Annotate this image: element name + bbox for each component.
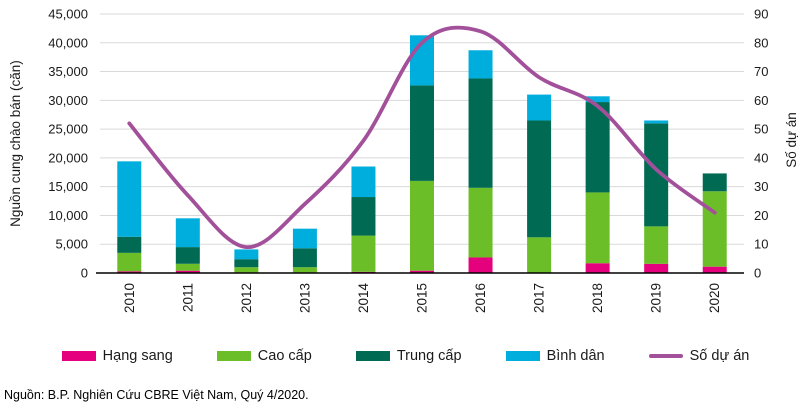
right-axis-tick: 80 (754, 35, 768, 50)
right-axis-tick: 70 (754, 64, 768, 79)
left-axis-tick: 10,000 (48, 208, 88, 223)
right-axis-tick: 10 (754, 237, 768, 252)
bar-segment-2010-hang-sang (117, 271, 142, 273)
x-tick-2014: 2014 (356, 283, 371, 314)
bar-segment-2019-cao-cap (644, 226, 669, 264)
chart-plot-area: 0 5,000 10,000 15,000 20,000 25,000 30,000 35,0… (8, 7, 799, 314)
right-axis-tick: 50 (754, 122, 768, 137)
bar-segment-2018-trung-cap (585, 102, 610, 193)
right-axis-tick: 0 (754, 266, 761, 281)
bar-segment-2012-trung-cap (234, 259, 259, 268)
right-axis-tick: 30 (754, 179, 768, 194)
bar-segment-2012-binh-dan (234, 249, 259, 260)
legend-label-trung-cap: Trung cấp (396, 347, 462, 364)
bar-segment-2018-binh-dan (585, 96, 610, 103)
bar-segment-2015-trung-cap (410, 85, 434, 181)
legend-item-trung-cap: Trung cấp (355, 347, 462, 364)
legend-swatch-hang-sang (61, 351, 96, 361)
bar-segment-2018-hang-sang (585, 263, 610, 273)
left-axis-tick: 30,000 (48, 93, 88, 108)
left-axis-title: Nguồn cung chào bán (căn) (8, 60, 23, 227)
bar-segment-2018-cao-cap (585, 192, 610, 264)
left-axis-tick: 25,000 (48, 122, 88, 137)
right-axis-tick: 20 (754, 208, 768, 223)
bar-segment-2010-cao-cap (117, 252, 142, 272)
bar-segment-2020-cao-cap (702, 191, 727, 267)
bar-segment-2011-cao-cap (175, 263, 200, 271)
line-so-du-an (127, 25, 717, 249)
right-axis-tick: 90 (754, 7, 768, 22)
left-axis-tick: 45,000 (48, 7, 88, 22)
bar-segment-2010-trung-cap (117, 236, 142, 253)
bar-segment-2011-binh-dan (175, 218, 200, 248)
legend-swatch-cao-cap (216, 351, 251, 361)
right-axis-tick: 60 (754, 93, 768, 108)
left-axis-tick: 5,000 (55, 237, 88, 252)
x-tick-2012: 2012 (239, 283, 254, 313)
bar-segment-2015-cao-cap (410, 180, 434, 271)
legend-item-binh-dan: Bình dân (505, 347, 605, 364)
bar-segment-2011-hang-sang (175, 270, 200, 273)
x-tick-2017: 2017 (532, 283, 547, 313)
bar-segment-2017-trung-cap (527, 120, 552, 238)
bar-segment-2020-trung-cap (702, 173, 727, 192)
bar-segment-2011-trung-cap (175, 247, 200, 264)
bar-segment-2016-trung-cap (468, 78, 493, 188)
x-tick-2018: 2018 (590, 283, 605, 313)
legend-label-hang-sang: Hạng sang (102, 347, 173, 364)
x-tick-2020: 2020 (707, 283, 722, 313)
legend-label-cao-cap: Cao cấp (257, 347, 312, 364)
left-axis-tick: 35,000 (48, 64, 88, 79)
bar-segment-2016-cao-cap (468, 187, 493, 258)
bar-segment-2019-binh-dan (644, 120, 669, 124)
bar-segment-2017-binh-dan (527, 94, 552, 121)
bar-segment-2017-cao-cap (527, 237, 552, 273)
left-axis-tick: 15,000 (48, 179, 88, 194)
x-tick-2010: 2010 (122, 283, 137, 313)
right-axis-title: Số dự án (784, 112, 799, 168)
legend-item-so-du-an: Số dự án (648, 347, 750, 364)
legend-item-cao-cap: Cao cấp (216, 347, 312, 364)
x-tick-2015: 2015 (415, 283, 430, 313)
x-tick-2013: 2013 (297, 283, 312, 313)
bar-segment-2016-hang-sang (468, 257, 493, 273)
legend-swatch-trung-cap (355, 351, 390, 361)
left-axis-tick: 20,000 (48, 150, 88, 165)
x-tick-2016: 2016 (473, 283, 488, 313)
bar-segment-2013-trung-cap (292, 248, 317, 268)
bar-segment-2016-binh-dan (468, 50, 493, 79)
legend-swatch-binh-dan (505, 351, 540, 361)
bar-segment-2010-binh-dan (117, 161, 142, 237)
bar-segment-2019-hang-sang (644, 263, 669, 273)
legend-label-so-du-an: Số dự án (689, 347, 750, 364)
left-axis-tick: 40,000 (48, 35, 88, 50)
left-axis-tick: 0 (81, 266, 88, 281)
x-tick-2019: 2019 (649, 283, 664, 313)
source-note: Nguồn: B.P. Nghiên Cứu CBRE Việt Nam, Qu… (4, 388, 309, 402)
legend-swatch-so-du-an-line (648, 353, 683, 359)
bar-segment-2013-cao-cap (292, 267, 317, 273)
bar-segment-2015-hang-sang (410, 270, 434, 273)
legend-label-binh-dan: Bình dân (546, 347, 605, 364)
chart-legend: Hạng sang Cao cấp Trung cấp Bình dân Số … (0, 341, 811, 371)
bar-segment-2020-hang-sang (702, 266, 727, 273)
legend-item-hang-sang: Hạng sang (61, 347, 173, 364)
bar-segment-2014-cao-cap (351, 235, 376, 272)
bar-segment-2013-binh-dan (292, 228, 317, 249)
right-axis-tick: 40 (754, 150, 768, 165)
bar-segment-2014-trung-cap (351, 197, 376, 236)
bar-segment-2012-cao-cap (234, 267, 259, 273)
bar-segment-2014-binh-dan (351, 166, 376, 198)
x-tick-2011: 2011 (180, 283, 195, 312)
